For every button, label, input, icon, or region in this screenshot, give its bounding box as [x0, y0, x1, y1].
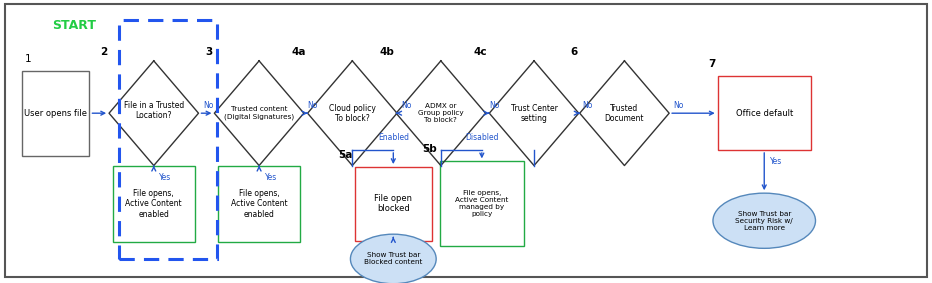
Text: User opens file: User opens file [24, 109, 88, 118]
Text: 6: 6 [570, 47, 578, 57]
Text: Yes: Yes [265, 173, 277, 182]
Polygon shape [580, 61, 669, 166]
Text: ADMX or
Group policy
To block?: ADMX or Group policy To block? [418, 103, 463, 123]
Text: File opens,
Active Content
managed by
policy: File opens, Active Content managed by po… [455, 190, 509, 217]
FancyBboxPatch shape [355, 167, 432, 241]
Polygon shape [489, 61, 579, 166]
Text: File in a Trusted
Location?: File in a Trusted Location? [124, 101, 184, 120]
Text: File open
blocked: File open blocked [375, 194, 412, 213]
FancyBboxPatch shape [22, 71, 89, 156]
Text: 4a: 4a [291, 47, 306, 57]
Text: 5a: 5a [338, 150, 352, 160]
Ellipse shape [350, 234, 436, 283]
Text: 2: 2 [100, 47, 107, 57]
FancyBboxPatch shape [718, 76, 811, 150]
Text: Cloud policy
To block?: Cloud policy To block? [329, 104, 376, 123]
Text: Trusted content
(Digital Signatures): Trusted content (Digital Signatures) [224, 106, 295, 120]
Text: No: No [203, 100, 213, 110]
Text: 1: 1 [25, 54, 32, 64]
Text: No: No [308, 100, 318, 110]
Text: Trusted
Document: Trusted Document [605, 104, 644, 123]
FancyBboxPatch shape [113, 166, 195, 242]
Text: Office default: Office default [735, 109, 793, 118]
Text: Enabled: Enabled [377, 132, 409, 142]
Text: Show Trust bar
Security Risk w/
Learn more: Show Trust bar Security Risk w/ Learn mo… [735, 211, 793, 231]
FancyBboxPatch shape [218, 166, 300, 242]
Text: Show Trust bar
Blocked content: Show Trust bar Blocked content [364, 252, 422, 265]
Ellipse shape [713, 193, 816, 248]
Text: Yes: Yes [770, 157, 782, 166]
Text: START: START [52, 19, 97, 32]
Text: 4b: 4b [379, 47, 394, 57]
Text: No: No [582, 100, 593, 110]
Text: Yes: Yes [159, 173, 171, 182]
Text: 3: 3 [205, 47, 212, 57]
Text: Disabled: Disabled [465, 132, 499, 142]
Text: File opens,
Active Content
enabled: File opens, Active Content enabled [126, 189, 182, 219]
Text: File opens,
Active Content
enabled: File opens, Active Content enabled [231, 189, 287, 219]
Text: 4c: 4c [473, 47, 487, 57]
Text: Trust Center
setting: Trust Center setting [511, 104, 557, 123]
FancyBboxPatch shape [440, 161, 524, 246]
Polygon shape [308, 61, 397, 166]
Text: 5b: 5b [422, 144, 437, 154]
Polygon shape [109, 61, 199, 166]
Text: No: No [673, 100, 683, 110]
Polygon shape [396, 61, 486, 166]
Text: No: No [489, 100, 500, 110]
Text: 7: 7 [708, 59, 716, 69]
Text: No: No [401, 100, 411, 110]
Polygon shape [214, 61, 304, 166]
